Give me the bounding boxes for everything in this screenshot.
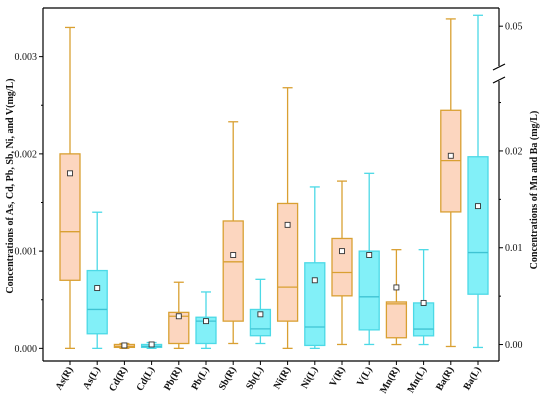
box-ni-l — [304, 186, 326, 350]
boxes-layer — [59, 14, 489, 350]
mean-marker — [284, 221, 291, 228]
right-axis-title: Concentrations of Mn and Ba (mg/L) — [529, 111, 540, 270]
mean-marker — [67, 170, 73, 177]
box-as-r — [59, 26, 81, 350]
axis-break-mark-lower — [492, 76, 506, 84]
x-tick-label: As(L) — [81, 365, 103, 392]
x-tick-label: Pb(R) — [162, 365, 184, 393]
y-left-tick-label: 0.002 — [15, 149, 38, 160]
x-tick-label: Sb(R) — [217, 365, 239, 392]
box-sb-r — [222, 121, 244, 345]
box-ba-r — [440, 18, 462, 348]
box-mn-r — [385, 249, 408, 346]
iqr-box — [59, 153, 81, 281]
x-tick-label: Sb(L) — [244, 365, 266, 392]
box-sb-l — [249, 278, 272, 345]
box-cd-l — [140, 341, 163, 350]
y-right-tick-label: 0.00 — [505, 340, 523, 351]
mean-marker — [366, 252, 373, 258]
mean-marker — [148, 341, 155, 348]
x-tick-label: V(L) — [355, 365, 375, 388]
box-ba-l — [467, 14, 489, 349]
box-mn-l — [412, 249, 435, 346]
mean-marker — [175, 313, 182, 320]
y-right-tick-label: 0.01 — [505, 243, 523, 254]
x-tick-label: V(R) — [328, 365, 348, 389]
mean-marker — [420, 299, 427, 306]
mean-marker — [230, 252, 237, 258]
iqr-box — [331, 237, 353, 297]
box-cd-r — [113, 342, 136, 350]
mean-marker — [311, 277, 318, 284]
iqr-box — [195, 316, 217, 345]
x-tick-label: Cd(L) — [135, 365, 158, 393]
y-right-tick-label: 0.02 — [505, 146, 523, 157]
box-pb-r — [168, 281, 190, 350]
mean-marker — [393, 284, 400, 291]
box-v-l — [358, 172, 380, 346]
iqr-box — [86, 269, 108, 335]
box-ni-r — [276, 87, 299, 350]
iqr-box — [385, 301, 408, 339]
y-left-tick-label: 0.000 — [15, 344, 38, 355]
iqr-box — [304, 262, 326, 347]
mean-marker — [203, 318, 209, 325]
x-tick-label: Ba(R) — [434, 365, 456, 393]
box-as-l — [86, 211, 108, 350]
x-tick-label: Pb(L) — [190, 365, 212, 392]
x-tick-label: Ni(L) — [299, 365, 320, 391]
iqr-box — [276, 202, 299, 322]
y-left-tick-label: 0.003 — [15, 52, 38, 63]
x-tick-label: Mn(R) — [378, 365, 402, 396]
iqr-box — [412, 302, 435, 337]
iqr-box — [222, 220, 244, 322]
mean-marker — [94, 285, 101, 292]
x-tick-label: Ni(R) — [272, 365, 293, 391]
mean-marker — [121, 342, 128, 349]
left-axis-title: Concentrations of As, Cd, Pb, Sb, Ni, an… — [5, 78, 16, 293]
box-v-r — [331, 180, 353, 346]
mean-marker — [475, 203, 481, 210]
mean-marker — [339, 248, 345, 255]
mean-marker — [447, 152, 454, 159]
y-left-tick-label: 0.001 — [15, 247, 38, 258]
box-pb-l — [195, 291, 217, 350]
iqr-box — [358, 250, 380, 331]
x-tick-label: Mn(L) — [405, 365, 429, 395]
x-tick-label: Ba(L) — [462, 365, 484, 392]
x-tick-label: As(R) — [54, 365, 76, 392]
axis-break-mark-upper — [492, 63, 506, 71]
y-right-tick-label: 0.05 — [505, 22, 523, 33]
x-tick-label: Cd(R) — [107, 365, 130, 394]
iqr-box — [467, 156, 489, 295]
mean-marker — [257, 311, 264, 318]
axes-layer — [42, 7, 506, 362]
iqr-box — [168, 311, 190, 345]
